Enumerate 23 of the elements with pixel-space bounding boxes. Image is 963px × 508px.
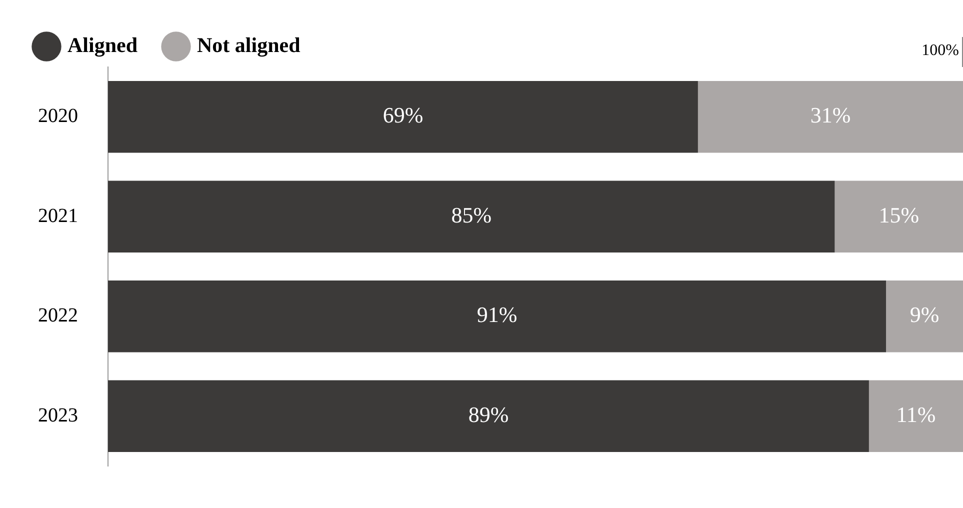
- y-tick-label: 2020: [38, 105, 78, 128]
- y-tick-label: 2022: [38, 304, 78, 327]
- data-label: 9%: [910, 302, 940, 328]
- legend-label: Aligned: [68, 32, 138, 57]
- bar: [868, 380, 963, 452]
- y-tick-label: 2023: [38, 404, 78, 426]
- bar: [108, 380, 869, 452]
- data-label: 31%: [810, 102, 851, 128]
- text: 100%: [922, 42, 959, 60]
- data-label: 91%: [476, 302, 518, 328]
- data-label: 15%: [878, 202, 920, 228]
- data-label: 11%: [896, 402, 936, 427]
- bar: [108, 180, 835, 253]
- data-label: 85%: [451, 202, 492, 228]
- bar: [834, 180, 963, 253]
- bar: [108, 280, 886, 352]
- data-label: 69%: [382, 102, 424, 128]
- y-tick-label: 2021: [38, 204, 78, 227]
- bar: [886, 280, 963, 352]
- bar: [698, 80, 963, 153]
- bar: [108, 80, 698, 153]
- legend-label: Not aligned: [197, 32, 301, 57]
- data-label: 89%: [468, 402, 509, 427]
